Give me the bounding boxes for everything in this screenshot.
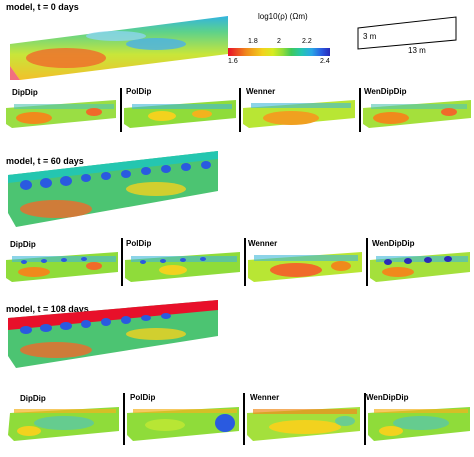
divider: [243, 393, 245, 445]
inversion-t60-poldip: [123, 250, 242, 284]
method-label: Wenner: [248, 239, 278, 248]
divider: [120, 88, 122, 132]
divider: [121, 238, 123, 286]
model-label-t108: model, t = 108 days: [6, 304, 89, 314]
model-section-t60: [6, 145, 220, 229]
colorbar-tick: 1.6: [228, 58, 238, 65]
inversion-t0-wenner: [241, 98, 357, 130]
colorbar-tick: 2: [277, 38, 281, 45]
method-label: DipDip: [20, 394, 46, 403]
divider: [239, 88, 241, 132]
method-label: DipDip: [10, 240, 36, 249]
inversion-t60-wenner: [246, 250, 364, 284]
inversion-t108-poldip: [125, 405, 241, 443]
inversion-t0-wendipdip: [361, 98, 473, 130]
method-label: WenDipDip: [372, 239, 415, 248]
scale-width-label: 13 m: [408, 46, 426, 55]
method-label: Wenner: [250, 393, 280, 402]
colorbar-tick: 2.4: [320, 58, 330, 65]
colorbar: log10(ρ) (Ωm) 1.8 2 2.2 1.6 2.4: [228, 12, 338, 72]
divider: [364, 393, 366, 445]
colorbar-tick: 2.2: [302, 38, 312, 45]
model-section-t108: [6, 298, 220, 370]
colorbar-tick: 1.8: [248, 38, 258, 45]
colorbar-title: log10(ρ) (Ωm): [258, 12, 308, 21]
scale-height-label: 3 m: [363, 32, 377, 41]
inversion-t0-dipdip: [4, 98, 118, 130]
method-label: Wenner: [246, 87, 276, 96]
inversion-t108-wendipdip: [366, 405, 472, 443]
method-label: WenDipDip: [364, 87, 407, 96]
model-label-t60: model, t = 60 days: [6, 156, 84, 166]
method-label: PolDip: [126, 239, 152, 248]
divider: [244, 238, 246, 286]
colorbar-gradient: [228, 48, 330, 56]
divider: [366, 238, 368, 286]
model-section-t0: [6, 14, 232, 82]
inversion-t108-dipdip: [4, 405, 121, 443]
method-label: DipDip: [12, 88, 38, 97]
inversion-t108-wenner: [245, 405, 362, 443]
inversion-t60-dipdip: [4, 250, 120, 284]
divider: [123, 393, 125, 445]
model-label-t0: model, t = 0 days: [6, 2, 79, 12]
inversion-t0-poldip: [122, 98, 238, 130]
scale-box: 3 m: [357, 16, 457, 50]
method-label: PolDip: [130, 393, 156, 402]
divider: [359, 88, 361, 132]
inversion-t60-wendipdip: [368, 250, 472, 284]
method-label: WenDipDip: [366, 393, 409, 402]
method-label: PolDip: [126, 87, 152, 96]
